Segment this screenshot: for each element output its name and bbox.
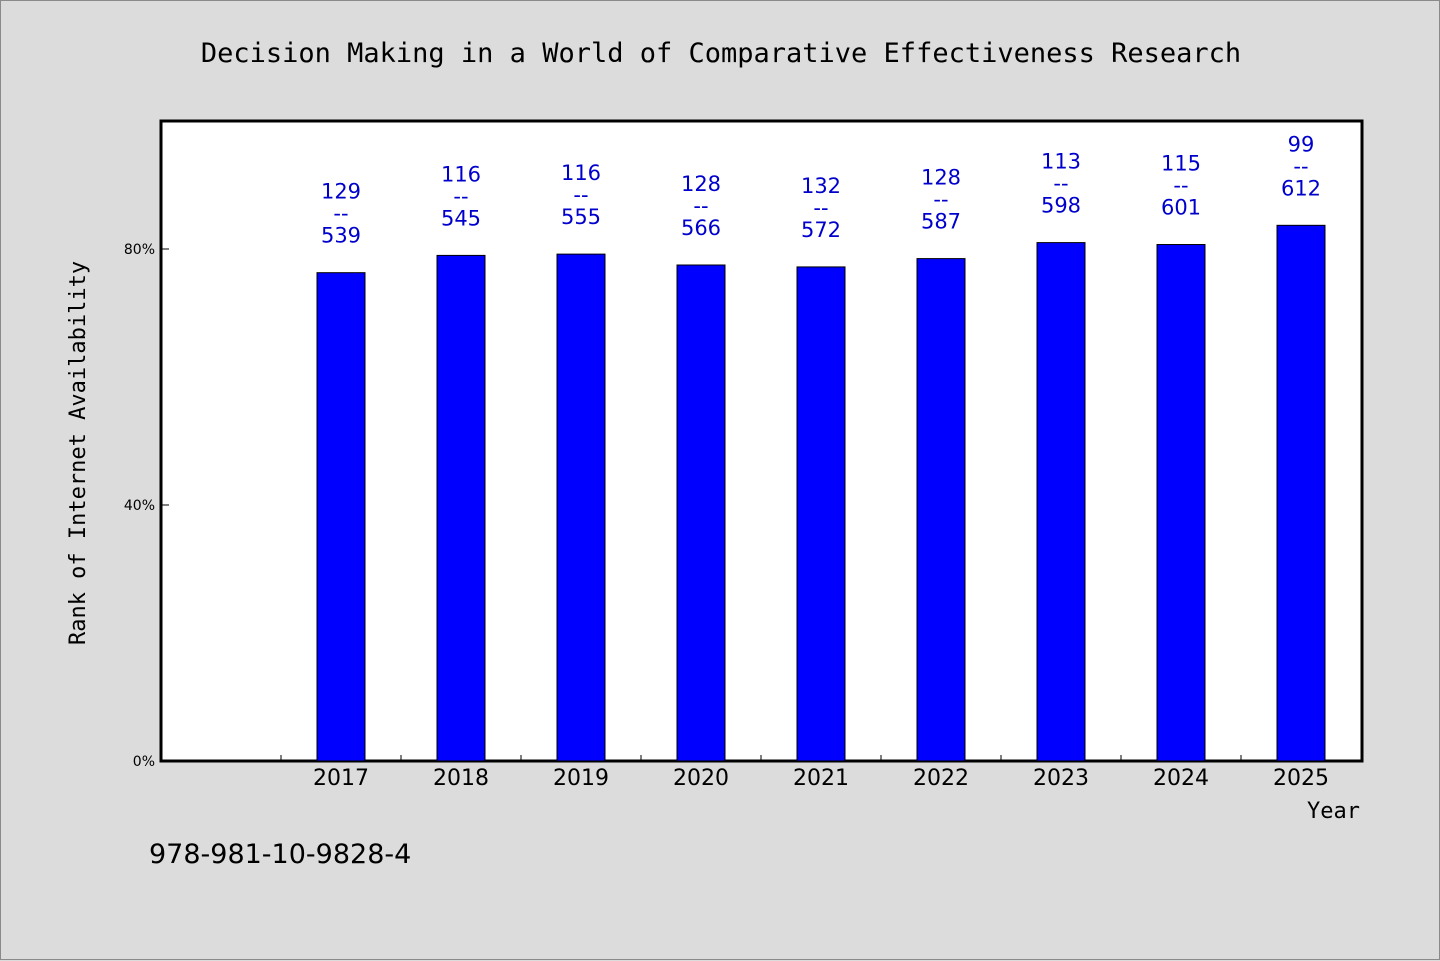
- bar: [1276, 224, 1326, 762]
- bar-data-label: --: [1053, 172, 1068, 196]
- x-axis-ticks: [280, 755, 1362, 761]
- isbn-text: 978-981-10-9828-4: [149, 839, 411, 870]
- bar-data-label: 116: [441, 162, 481, 186]
- x-tick-label: 2025: [1273, 766, 1329, 791]
- bar: [916, 258, 966, 762]
- bar-data-label: 128: [681, 172, 721, 196]
- bar-data-label: --: [813, 196, 828, 220]
- bar-data-label: 587: [921, 210, 961, 234]
- bar: [676, 264, 726, 762]
- x-tick-label: 2024: [1153, 766, 1209, 791]
- bar-data-label: 572: [801, 218, 841, 242]
- bar: [436, 254, 486, 762]
- y-tick-label: 40%: [124, 498, 155, 514]
- x-tick-label: 2021: [793, 766, 849, 791]
- bar-series: [316, 224, 1326, 762]
- bar-data-label: 132: [801, 174, 841, 198]
- bar-data-label: --: [693, 194, 708, 218]
- y-axis-ticks: [161, 248, 169, 506]
- y-tick-labels: 0% 40% 80%: [124, 242, 155, 770]
- x-tick-labels: 2017 2018 2019 2020 2021 2022 2023 2024 2025: [313, 766, 1329, 791]
- bar-data-label: 129: [321, 180, 361, 204]
- bar-data-label: --: [333, 202, 348, 226]
- x-axis-label: Year: [1307, 799, 1360, 824]
- y-tick-label: 80%: [124, 242, 155, 258]
- x-tick-label: 2019: [553, 766, 609, 791]
- bar-data-label: 116: [561, 161, 601, 185]
- bar: [316, 272, 366, 762]
- x-tick-label: 2022: [913, 766, 969, 791]
- bar-data-label: 545: [441, 206, 481, 230]
- bar: [1036, 242, 1086, 762]
- chart-title: Decision Making in a World of Comparativ…: [201, 38, 1241, 69]
- bar-data-label: 601: [1161, 196, 1201, 220]
- y-tick-label: 0%: [133, 754, 155, 770]
- bar: [556, 253, 606, 762]
- bar-data-label: 566: [681, 216, 721, 240]
- bar-data-label: 115: [1161, 152, 1201, 176]
- bar-data-label: --: [573, 183, 588, 207]
- bar-data-label: 113: [1041, 150, 1081, 174]
- bar-data-label: --: [1173, 174, 1188, 198]
- bar-data-label: 612: [1281, 176, 1321, 200]
- bar-data-label: 598: [1041, 194, 1081, 218]
- x-tick-label: 2023: [1033, 766, 1089, 791]
- bar-data-label: --: [933, 188, 948, 212]
- bar-data-label: --: [453, 184, 468, 208]
- x-tick-label: 2017: [313, 766, 369, 791]
- bar-data-labels: 129--539116--545116--555128--566132--572…: [321, 132, 1321, 247]
- x-tick-label: 2020: [673, 766, 729, 791]
- bar-data-label: --: [1293, 154, 1308, 178]
- bar: [1156, 244, 1206, 762]
- bar-data-label: 128: [921, 166, 961, 190]
- bar: [796, 266, 846, 762]
- x-tick-label: 2018: [433, 766, 489, 791]
- bar-data-label: 555: [561, 205, 601, 229]
- y-axis-label: Rank of Internet Availability: [66, 261, 91, 645]
- bar-data-label: 99: [1288, 132, 1315, 156]
- bar-data-label: 539: [321, 224, 361, 248]
